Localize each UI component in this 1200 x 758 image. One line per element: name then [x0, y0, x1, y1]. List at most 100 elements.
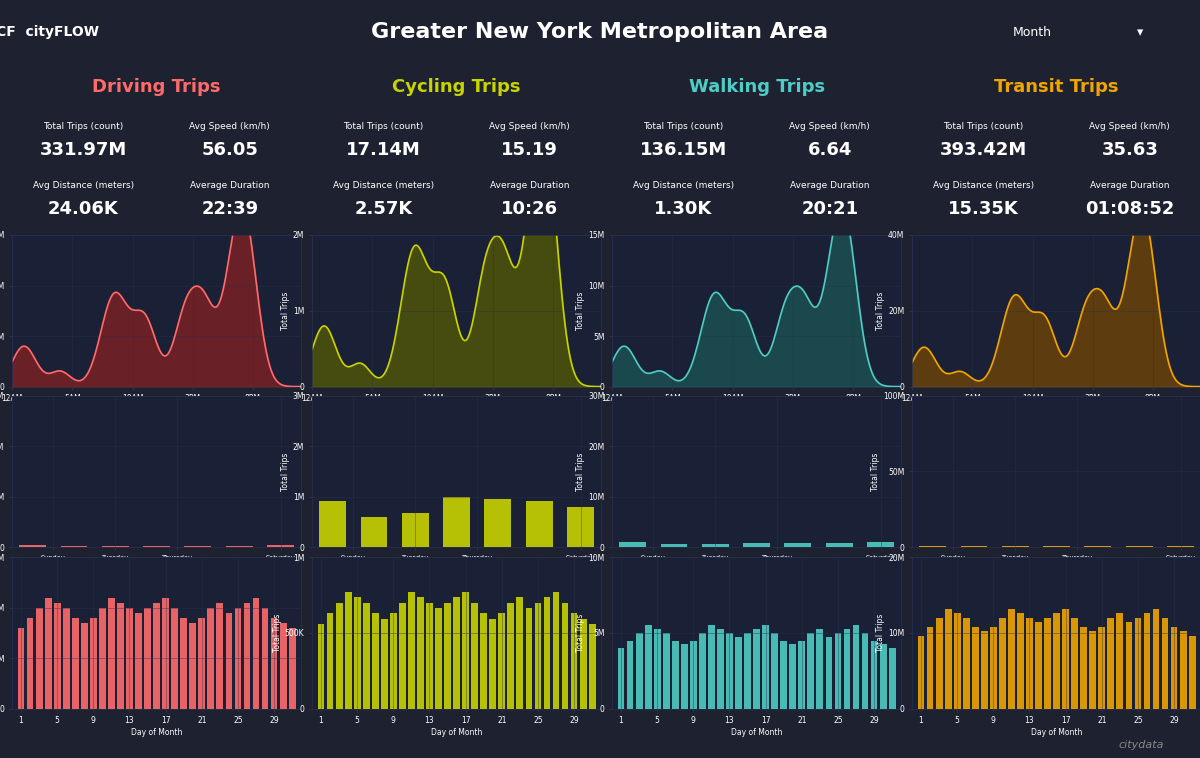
Bar [553, 592, 559, 709]
Bar [990, 627, 997, 709]
Bar [662, 633, 670, 709]
Bar [1018, 613, 1024, 709]
Text: 393.42M: 393.42M [940, 140, 1027, 158]
Bar [253, 597, 259, 709]
Bar [472, 603, 478, 709]
Bar [926, 627, 934, 709]
Bar [454, 597, 460, 709]
Bar [280, 623, 287, 709]
Bar [226, 546, 253, 547]
Bar [580, 619, 587, 709]
Bar [726, 633, 733, 709]
Bar [490, 619, 496, 709]
Bar [380, 619, 388, 709]
Bar [262, 608, 269, 709]
Bar [998, 618, 1006, 709]
Text: 56.05: 56.05 [202, 140, 258, 158]
Text: Month: Month [1013, 26, 1051, 39]
Bar [618, 648, 624, 709]
Y-axis label: Total Trips: Total Trips [281, 292, 290, 330]
Y-axis label: Total Trips: Total Trips [876, 614, 886, 652]
Text: Average Duration: Average Duration [790, 181, 870, 190]
Bar [780, 641, 787, 709]
Text: Avg Speed (km/h): Avg Speed (km/h) [190, 122, 270, 130]
Bar [1044, 618, 1051, 709]
Bar [326, 613, 334, 709]
Text: Average Duration: Average Duration [490, 181, 570, 190]
Bar [1189, 636, 1195, 709]
Text: Avg Distance (meters): Avg Distance (meters) [932, 181, 1034, 190]
Bar [319, 501, 346, 547]
Bar [1171, 627, 1177, 709]
Bar [426, 603, 433, 709]
Bar [919, 546, 946, 547]
Bar [1144, 613, 1151, 709]
Text: 331.97M: 331.97M [40, 140, 127, 158]
Text: Greater New York Metropolitan Area: Greater New York Metropolitan Area [372, 22, 828, 42]
Text: 22:39: 22:39 [202, 199, 258, 218]
Bar [144, 608, 151, 709]
Bar [154, 603, 160, 709]
Bar [944, 609, 952, 709]
Text: 1.30K: 1.30K [654, 199, 713, 218]
Text: 136.15M: 136.15M [640, 140, 727, 158]
Bar [44, 597, 52, 709]
Bar [1098, 627, 1105, 709]
Bar [216, 603, 223, 709]
Text: Total Trips (count): Total Trips (count) [643, 122, 724, 130]
Bar [762, 625, 769, 709]
Bar [1090, 631, 1096, 709]
Bar [162, 597, 169, 709]
Text: Transit Trips: Transit Trips [995, 78, 1118, 96]
Bar [54, 603, 60, 709]
Bar [1180, 631, 1187, 709]
Bar [708, 625, 715, 709]
Bar [644, 625, 652, 709]
Bar [772, 633, 778, 709]
Text: 20:21: 20:21 [802, 199, 858, 218]
Bar [72, 618, 79, 709]
Bar [526, 608, 533, 709]
Bar [589, 624, 595, 709]
Bar [1008, 609, 1015, 709]
Text: Cycling Trips: Cycling Trips [392, 78, 521, 96]
Bar [702, 543, 728, 547]
Bar [108, 597, 115, 709]
Bar [402, 513, 428, 547]
Bar [936, 618, 942, 709]
Text: 10:26: 10:26 [502, 199, 558, 218]
Text: 15.19: 15.19 [502, 140, 558, 158]
Bar [98, 608, 106, 709]
Bar [526, 501, 553, 547]
Bar [871, 641, 877, 709]
Bar [408, 592, 415, 709]
Y-axis label: Total Trips: Total Trips [576, 614, 586, 652]
Bar [444, 603, 451, 709]
Bar [102, 546, 128, 547]
Bar [808, 633, 815, 709]
Bar [516, 597, 523, 709]
Text: Driving Trips: Driving Trips [92, 78, 221, 96]
Text: 01:08:52: 01:08:52 [1085, 199, 1175, 218]
Bar [844, 629, 851, 709]
Bar [360, 517, 388, 547]
Bar [1108, 618, 1115, 709]
Text: Avg Speed (km/h): Avg Speed (km/h) [490, 122, 570, 130]
Bar [354, 597, 360, 709]
Bar [568, 507, 594, 547]
Text: 24.06K: 24.06K [48, 199, 119, 218]
Text: 6.64: 6.64 [808, 140, 852, 158]
Bar [962, 618, 970, 709]
Bar [1134, 618, 1141, 709]
Bar [680, 644, 688, 709]
Bar [36, 608, 42, 709]
Bar [318, 624, 324, 709]
Y-axis label: Total Trips: Total Trips [876, 292, 886, 330]
Bar [980, 631, 988, 709]
Bar [672, 641, 679, 709]
Bar [826, 637, 833, 709]
Text: Total Trips (count): Total Trips (count) [943, 122, 1024, 130]
Bar [198, 618, 205, 709]
Bar [1116, 613, 1123, 709]
Text: Average Duration: Average Duration [1090, 181, 1170, 190]
